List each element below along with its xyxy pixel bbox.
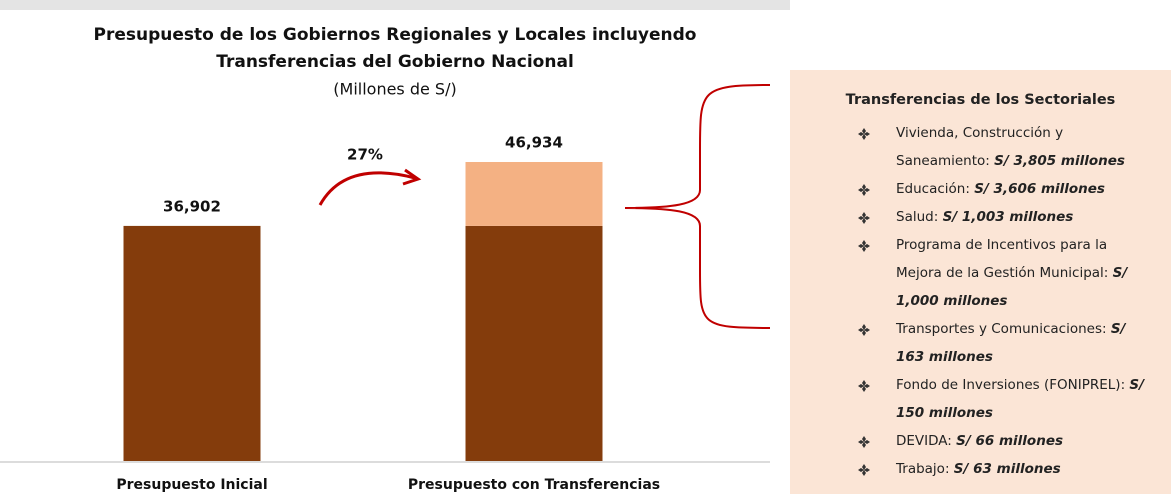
transfer-item: Educación: S/ 3,606 millones — [858, 175, 1153, 203]
arrow-head — [402, 168, 422, 186]
item-amount: S/ 163 millones — [896, 321, 1126, 365]
item-text: Programa de Incentivos para la Mejora de… — [896, 237, 1113, 281]
transfer-item: Programa de Incentivos para la Mejora de… — [858, 231, 1153, 315]
bullet — [858, 212, 870, 224]
item-amount: S/ 66 millones — [956, 433, 1064, 449]
bar-segment — [465, 225, 603, 461]
brace — [624, 84, 771, 329]
transfer-item: Transportes y Comunicaciones: S/ 163 mil… — [858, 315, 1153, 371]
transfer-list: Vivienda, Construcción y Saneamiento: S/… — [858, 119, 1153, 483]
chart: Presupuesto de los Gobiernos Regionales … — [0, 0, 790, 493]
top-band — [0, 0, 790, 10]
bullet — [858, 464, 870, 476]
item-amount: S/ 3,805 millones — [994, 153, 1125, 169]
bullet — [858, 240, 870, 252]
transfer-item: Vivienda, Construcción y Saneamiento: S/… — [858, 119, 1153, 175]
transfer-item: Fondo de Inversiones (FONIPREL): S/ 150 … — [858, 371, 1153, 427]
item-text: Fondo de Inversiones (FONIPREL): — [896, 377, 1130, 393]
bar-segment — [465, 162, 603, 226]
bullet — [858, 436, 870, 448]
item-text: DEVIDA: — [896, 433, 957, 449]
transfer-item: DEVIDA: S/ 66 millones — [858, 427, 1153, 455]
item-text: Salud: — [896, 209, 943, 225]
annotation: 27% — [347, 146, 383, 164]
item-text: Vivienda, Construcción y Saneamiento: — [896, 125, 1064, 169]
bullet — [858, 184, 870, 196]
transfer-item: Salud: S/ 1,003 millones — [858, 203, 1153, 231]
item-text: Trabajo: — [896, 461, 954, 477]
x-tick-label: Presupuesto Inicial — [116, 477, 267, 493]
value-label: 36,902 — [163, 197, 221, 215]
arrow — [318, 171, 416, 206]
item-amount: S/ 63 millones — [953, 461, 1061, 477]
chart-title: Presupuesto de los Gobiernos Regionales … — [94, 25, 697, 45]
transfers-panel: Transferencias de los Sectoriales Vivien… — [790, 70, 1171, 494]
panel-title: Transferencias de los Sectoriales — [845, 92, 1116, 108]
chart-subtitle: (Millones de S/) — [333, 80, 456, 99]
bullet — [858, 380, 870, 392]
x-tick-label: Presupuesto con Transferencias — [408, 477, 660, 493]
transfer-item: Trabajo: S/ 63 millones — [858, 455, 1153, 483]
item-amount: S/ 1,003 millones — [942, 209, 1074, 225]
item-text: Transportes y Comunicaciones: — [896, 321, 1111, 337]
bullet — [858, 128, 870, 140]
value-label: 46,934 — [505, 134, 563, 152]
item-amount: S/ 1,000 millones — [896, 265, 1128, 309]
bar-segment — [123, 225, 261, 461]
item-text: Educación: — [896, 181, 975, 197]
item-amount: S/ 150 millones — [896, 377, 1145, 421]
bullet — [858, 324, 870, 336]
item-amount: S/ 3,606 millones — [974, 181, 1105, 197]
chart-title: Transferencias del Gobierno Nacional — [216, 52, 574, 72]
